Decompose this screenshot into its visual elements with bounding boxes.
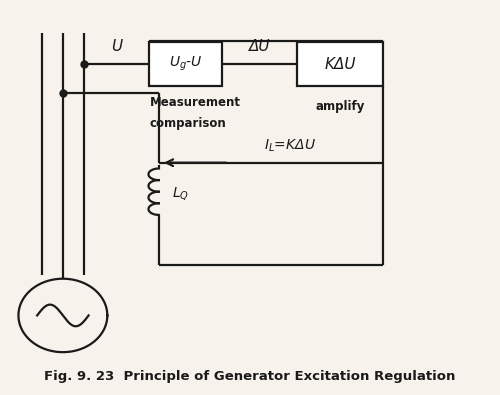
Text: amplify: amplify bbox=[316, 100, 364, 113]
Text: $L_Q$: $L_Q$ bbox=[172, 185, 189, 202]
Text: $U_g$-U: $U_g$-U bbox=[169, 55, 202, 73]
Text: $I_L$=KΔU: $I_L$=KΔU bbox=[264, 138, 316, 154]
Text: comparison: comparison bbox=[150, 117, 226, 130]
Bar bbox=[150, 42, 222, 87]
Text: KΔU: KΔU bbox=[324, 56, 356, 71]
Bar bbox=[297, 42, 384, 87]
Text: Measurement: Measurement bbox=[150, 96, 240, 109]
Text: ΔU: ΔU bbox=[248, 40, 270, 55]
Text: Fig. 9. 23  Principle of Generator Excitation Regulation: Fig. 9. 23 Principle of Generator Excita… bbox=[44, 370, 456, 383]
Text: U: U bbox=[111, 40, 122, 55]
